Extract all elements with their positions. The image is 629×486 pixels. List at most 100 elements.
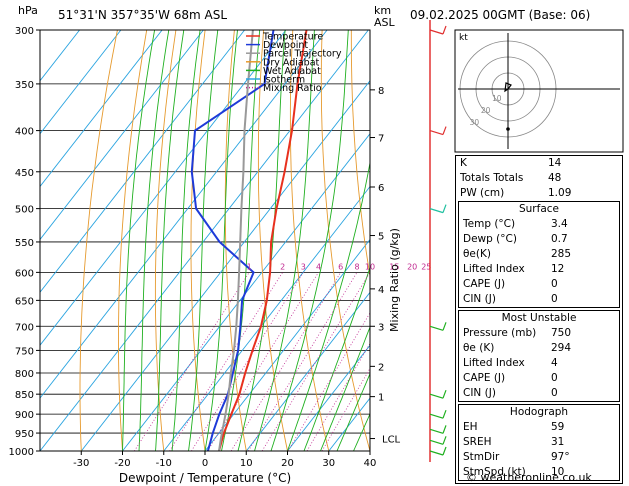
wet-adiabat-line [303,265,370,451]
dry-adiabat-line [154,30,177,451]
km-tick-label: 5 [378,232,384,243]
km-label: km [374,4,392,17]
dry-adiabat-line [257,30,288,451]
y-tick-label: 350 [15,80,34,91]
row-value: 0.7 [551,233,568,245]
y-tick-label: 450 [15,168,34,179]
row-value: 12 [551,263,565,275]
table-row: SREH 31 [459,435,619,450]
wind-barb-flag [442,425,447,434]
row-key: PW (cm) [460,187,505,199]
row-key: Totals Totals [460,172,524,184]
wet-adiabat-line [138,30,170,451]
location-title: 51°31'N 357°35'W 68m ASL [58,8,228,22]
surface-title: Surface [518,203,559,215]
y-tick-label: 550 [15,238,34,249]
km-tick-label: 7 [378,134,384,145]
row-key: CIN (J) [463,293,496,305]
isotherm-line [80,80,370,451]
y-tick-label: 600 [15,268,34,279]
table-row: CAPE (J) 0 [459,277,619,292]
wind-barb [429,29,444,35]
hodograph-ring-label: 30 [470,118,480,127]
table-row: Temp (°C) 3.4 [459,217,619,232]
table-row: Lifted Index 12 [459,262,619,277]
legend-label: Dewpoint [263,40,308,51]
asl-label: ASL [374,16,395,29]
dry-adiabat-line [118,30,148,451]
mixing-ratio-label: 20 [407,262,417,271]
isotherm-line [287,344,370,451]
wind-barb-flag [442,204,447,213]
row-value: 285 [551,248,572,260]
indices-table: K 14 Totals Totals 48 PW (cm) 1.09 Surface Te… [455,155,623,484]
row-value: 4 [551,357,558,369]
y-tick-label: 750 [15,346,34,357]
wind-barb [429,325,444,331]
legend-label: Mixing Ratio [263,83,322,94]
y-tick-label: 500 [15,205,34,216]
mixing-ratio-label: 2 [280,262,285,271]
table-row: Lifted Index 4 [459,356,619,371]
x-tick-label: 20 [281,458,294,469]
wind-barb [429,428,444,434]
y-tick-label: 300 [15,26,34,37]
series-dewpoint-line [190,30,275,451]
dry-adiabat-line [350,30,370,279]
wind-barb [429,393,444,399]
wet-adiabat-line [270,30,349,451]
wind-barb-flag [442,446,447,456]
wet-adiabat-line [221,30,261,451]
mixing-ratio-line [133,272,250,451]
isotherm-line [40,30,163,188]
wet-adiabat-line [287,160,370,451]
table-row: CAPE (J) 0 [459,371,619,386]
isotherm-line [40,30,245,294]
hodograph-title: Hodograph [509,406,569,418]
copyright-footer: © weatheronline.co.uk [466,471,592,484]
row-value: 294 [551,342,572,354]
isotherm-line [40,30,369,451]
surface-section: Surface Temp (°C) 3.4 Dewp (°C) 0.7 θe(K) 285… [458,201,620,308]
dry-adiabat-line [190,30,206,451]
wind-barb [429,439,444,445]
wind-barb [429,208,444,214]
mixing-ratio-axis-label: Mixing Ratio (g/kg) [388,228,401,332]
table-row: StmDir 97° [459,450,619,465]
wind-barb-flag [442,25,447,35]
isotherm-line [40,30,122,135]
row-value: 3.4 [551,218,568,230]
mixing-ratio-label: 25 [421,262,431,271]
unstable-title: Most Unstable [501,312,577,324]
wet-adiabat-line [122,30,156,451]
unstable-section: Most Unstable Pressure (mb) 750 θe (K) 294 L… [458,310,620,402]
table-row: Pressure (mb) 750 [459,326,619,341]
mixing-ratio-label: 3 [301,262,306,271]
wet-adiabat-line [254,30,315,451]
y-tick-label: 850 [15,390,34,401]
row-value: 59 [551,421,565,433]
mixing-ratio-label: 8 [354,262,359,271]
wind-barb-flag [442,409,447,419]
row-value: 10 [551,466,565,478]
wet-adiabat-line [188,30,219,451]
x-tick-label: 40 [364,458,377,469]
pressure-units: hPa [18,4,38,17]
table-row: θe(K) 285 [459,247,619,262]
row-value: 97° [551,451,570,463]
km-tick-label: 8 [378,86,384,97]
y-tick-label: 950 [15,429,34,440]
row-key: Pressure (mb) [463,327,537,339]
km-tick-label: 2 [378,362,384,373]
row-key: Lifted Index [463,357,525,369]
row-value: 0 [551,372,558,384]
legend-label: Wet Adiabat [263,66,321,77]
x-tick-label: -20 [114,458,130,469]
row-key: SREH [463,436,492,448]
wind-barb-flag [442,436,447,445]
table-row: PW (cm) 1.09 [456,186,622,201]
row-key: StmDir [463,451,500,463]
row-key: CIN (J) [463,387,496,399]
dry-adiabat-line [224,30,247,451]
hodograph-section: Hodograph EH 59 SREH 31 StmDir 97° StmSpd (kt)… [458,404,620,481]
